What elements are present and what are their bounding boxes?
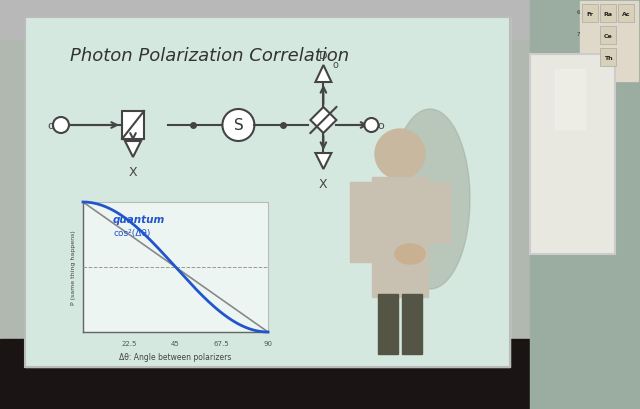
Bar [0, 0, 640, 40]
Polygon shape [316, 154, 332, 170]
Text: Ce: Ce [604, 34, 612, 38]
Text: Th: Th [604, 55, 612, 61]
Bar [25, 18, 510, 367]
Bar [582, 5, 598, 23]
Bar [122, 112, 144, 139]
Ellipse shape [395, 245, 425, 264]
Bar [600, 27, 616, 45]
Text: P (same thing happens): P (same thing happens) [70, 230, 76, 305]
Bar [580, 2, 638, 82]
Polygon shape [316, 66, 332, 83]
Bar [350, 182, 372, 262]
Bar [600, 49, 616, 67]
Ellipse shape [390, 110, 470, 289]
Polygon shape [310, 108, 337, 134]
Polygon shape [125, 142, 141, 157]
Text: S: S [234, 118, 243, 133]
Bar [402, 294, 422, 354]
Text: cos²(Δθ): cos²(Δθ) [113, 229, 150, 237]
Text: X: X [129, 166, 138, 179]
Bar [372, 178, 428, 297]
Bar [428, 182, 450, 243]
Text: 7: 7 [577, 31, 580, 36]
Circle shape [53, 118, 69, 134]
Text: Photon Polarization Correlation: Photon Polarization Correlation [70, 47, 349, 65]
Bar [530, 0, 640, 409]
Bar [600, 5, 616, 23]
Circle shape [375, 130, 425, 180]
Bar [25, 18, 510, 367]
Bar [555, 70, 585, 130]
Circle shape [223, 110, 254, 142]
Bar [530, 55, 615, 254]
Bar [378, 294, 398, 354]
Text: Ra: Ra [604, 11, 612, 16]
Text: 45: 45 [171, 340, 180, 346]
Text: 90: 90 [264, 340, 273, 346]
Circle shape [364, 119, 378, 133]
Text: X: X [319, 178, 328, 191]
Text: Fr: Fr [586, 11, 593, 16]
Bar [83, 202, 268, 332]
Text: 67.5: 67.5 [214, 340, 230, 346]
Text: Δθ: Angle between polarizers: Δθ: Angle between polarizers [119, 352, 232, 361]
Text: o: o [332, 60, 339, 70]
Text: D: D [319, 51, 328, 61]
Bar [0, 339, 640, 409]
Bar [618, 5, 634, 23]
Text: Ac: Ac [621, 11, 630, 16]
Text: quantum: quantum [113, 214, 165, 225]
Text: o: o [47, 121, 54, 131]
Text: o: o [377, 121, 384, 131]
Text: 22.5: 22.5 [122, 340, 137, 346]
Text: 6: 6 [577, 9, 580, 14]
